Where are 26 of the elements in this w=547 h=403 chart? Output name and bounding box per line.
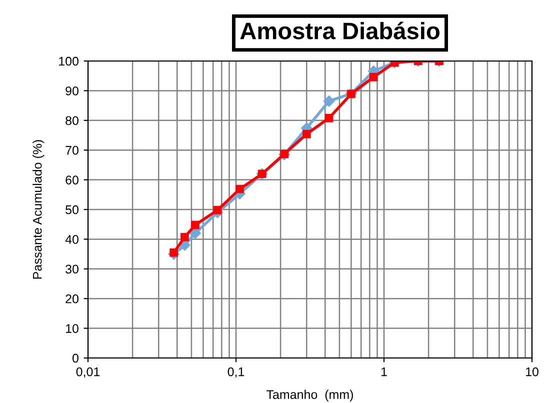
y-tick-label: 0 <box>72 354 78 363</box>
y-tick-label: 50 <box>66 205 78 214</box>
x-tick-label: 10 <box>526 367 538 376</box>
point <box>323 95 335 107</box>
point <box>191 220 200 230</box>
y-tick-label: 60 <box>66 176 78 184</box>
x-tick-label: 0,01 <box>76 367 100 378</box>
y-tick-label: 90 <box>66 86 78 96</box>
x-axis-title: Tamanho (mm) <box>266 390 353 402</box>
y-tick-label: 100 <box>59 56 78 66</box>
point <box>236 184 244 194</box>
x-tick-label: 1 <box>381 367 387 376</box>
y-tick-label: 20 <box>66 294 78 304</box>
y-tick-label: 10 <box>66 324 78 333</box>
y-tick-label: 70 <box>66 146 78 155</box>
y-axis-title: Passante Acumulado (%) <box>32 140 44 279</box>
y-tick-label: 40 <box>65 235 78 244</box>
point <box>213 206 222 214</box>
x-tick-label: 0,1 <box>228 367 244 378</box>
y-tick-label: 30 <box>66 264 78 274</box>
point <box>324 114 334 122</box>
chart-title: Amostra Diabásio <box>240 22 440 40</box>
point <box>369 72 378 82</box>
y-tick-label: 80 <box>66 116 78 126</box>
point <box>190 228 201 239</box>
point <box>302 130 311 138</box>
